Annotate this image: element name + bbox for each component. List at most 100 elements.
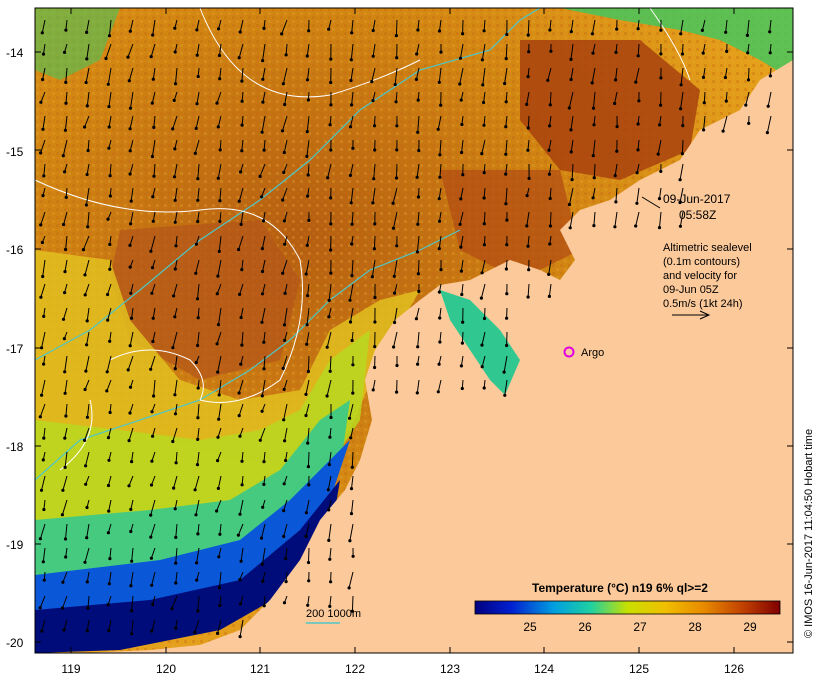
velocity-arrow-head bbox=[173, 220, 177, 224]
velocity-arrow bbox=[481, 355, 486, 367]
velocity-arrow-head bbox=[63, 170, 67, 174]
velocity-arrow bbox=[219, 139, 222, 150]
velocity-arrow-head bbox=[240, 123, 244, 127]
velocity-arrow bbox=[703, 115, 706, 130]
velocity-arrow-head bbox=[42, 314, 46, 318]
velocity-arrow bbox=[131, 595, 134, 611]
velocity-arrow-head bbox=[348, 173, 352, 177]
velocity-arrow-head bbox=[194, 513, 198, 517]
velocity-arrow-head bbox=[547, 172, 552, 176]
velocity-arrow-head bbox=[438, 175, 442, 179]
velocity-arrow bbox=[262, 67, 266, 80]
velocity-arrow bbox=[592, 187, 596, 198]
velocity-arrow bbox=[416, 43, 420, 55]
lat-tick-label: -17 bbox=[6, 342, 24, 356]
velocity-arrow-head bbox=[130, 460, 134, 464]
velocity-arrow-head bbox=[328, 123, 332, 127]
velocity-arrow-head bbox=[568, 226, 572, 230]
velocity-arrow-head bbox=[416, 130, 420, 134]
velocity-arrow-head bbox=[504, 100, 508, 104]
velocity-arrow bbox=[41, 379, 46, 396]
lon-tick-label: 123 bbox=[440, 662, 460, 676]
velocity-arrow bbox=[241, 331, 244, 346]
velocity-arrow bbox=[84, 379, 90, 390]
velocity-arrow bbox=[745, 91, 750, 106]
velocity-arrow-head bbox=[569, 57, 573, 62]
lon-tick-label: 122 bbox=[345, 662, 365, 676]
velocity-arrow bbox=[769, 19, 772, 32]
velocity-arrow-head bbox=[173, 50, 177, 54]
velocity-arrow-head bbox=[527, 268, 531, 272]
velocity-arrow-head bbox=[327, 27, 331, 31]
velocity-arrow-head bbox=[437, 290, 441, 294]
velocity-arrow-head bbox=[746, 78, 751, 82]
velocity-arrow bbox=[240, 211, 244, 225]
velocity-arrow-head bbox=[215, 101, 219, 105]
velocity-arrow bbox=[196, 91, 200, 104]
velocity-arrow bbox=[63, 307, 68, 320]
velocity-arrow bbox=[42, 259, 46, 277]
velocity-arrow-head bbox=[349, 58, 353, 62]
velocity-arrow-head bbox=[702, 101, 706, 105]
velocity-arrow-head bbox=[372, 124, 377, 128]
velocity-arrow-head bbox=[61, 317, 66, 321]
velocity-arrow-head bbox=[482, 29, 486, 33]
velocity-arrow-head bbox=[151, 434, 155, 438]
velocity-arrow bbox=[62, 571, 68, 583]
velocity-arrow-head bbox=[614, 50, 618, 55]
velocity-arrow bbox=[172, 331, 178, 348]
velocity-arrow bbox=[326, 331, 332, 348]
velocity-arrow-head bbox=[329, 103, 333, 107]
velocity-arrow-head bbox=[173, 507, 177, 511]
velocity-arrow-head bbox=[150, 410, 154, 414]
velocity-arrow-head bbox=[658, 123, 662, 127]
velocity-arrow bbox=[151, 283, 156, 294]
velocity-arrow-head bbox=[482, 171, 486, 175]
velocity-arrow bbox=[86, 619, 90, 631]
velocity-arrow-head bbox=[391, 226, 396, 230]
velocity-arrow-head bbox=[460, 386, 464, 391]
velocity-arrow bbox=[415, 307, 420, 319]
velocity-arrow bbox=[128, 67, 134, 81]
velocity-arrow-head bbox=[86, 606, 90, 610]
velocity-arrow bbox=[549, 91, 552, 105]
velocity-arrow-head bbox=[240, 268, 244, 272]
velocity-arrow-head bbox=[504, 267, 508, 271]
velocity-arrow-head bbox=[373, 148, 377, 152]
velocity-arrow-head bbox=[83, 125, 87, 129]
velocity-arrow bbox=[173, 283, 178, 297]
velocity-arrow-head bbox=[108, 174, 112, 178]
velocity-arrow-head bbox=[150, 291, 154, 295]
velocity-arrow-head bbox=[282, 387, 286, 391]
velocity-arrow-head bbox=[260, 320, 264, 324]
velocity-arrow-head bbox=[262, 482, 266, 486]
velocity-arrow bbox=[659, 187, 662, 199]
velocity-arrow bbox=[108, 475, 112, 486]
velocity-arrow bbox=[152, 19, 156, 36]
velocity-arrow bbox=[592, 139, 596, 156]
velocity-arrow-head bbox=[636, 148, 640, 152]
velocity-arrow bbox=[481, 331, 486, 346]
velocity-arrow bbox=[351, 91, 354, 105]
velocity-arrow-head bbox=[196, 343, 200, 348]
velocity-arrow-head bbox=[240, 99, 244, 103]
velocity-arrow-head bbox=[61, 580, 65, 584]
velocity-arrow-head bbox=[170, 607, 174, 611]
velocity-arrow-head bbox=[329, 80, 333, 85]
velocity-arrow bbox=[150, 235, 156, 252]
velocity-arrow-head bbox=[61, 488, 65, 492]
velocity-arrow bbox=[131, 619, 134, 634]
velocity-arrow-head bbox=[281, 271, 285, 275]
velocity-arrow bbox=[350, 43, 354, 60]
velocity-arrow-head bbox=[613, 174, 617, 178]
depth-legend: 200 1000m bbox=[306, 608, 361, 624]
velocity-arrow-head bbox=[174, 581, 178, 585]
credit-text: © IMOS 16-Jun-2017 11:04:50 Hobart time bbox=[803, 429, 815, 638]
velocity-arrow-head bbox=[569, 77, 573, 82]
velocity-arrow bbox=[84, 427, 90, 441]
velocity-arrow-head bbox=[127, 439, 131, 443]
velocity-arrow-head bbox=[548, 242, 552, 246]
velocity-arrow-head bbox=[329, 222, 333, 226]
velocity-arrow bbox=[614, 163, 618, 176]
velocity-arrow bbox=[307, 67, 310, 80]
